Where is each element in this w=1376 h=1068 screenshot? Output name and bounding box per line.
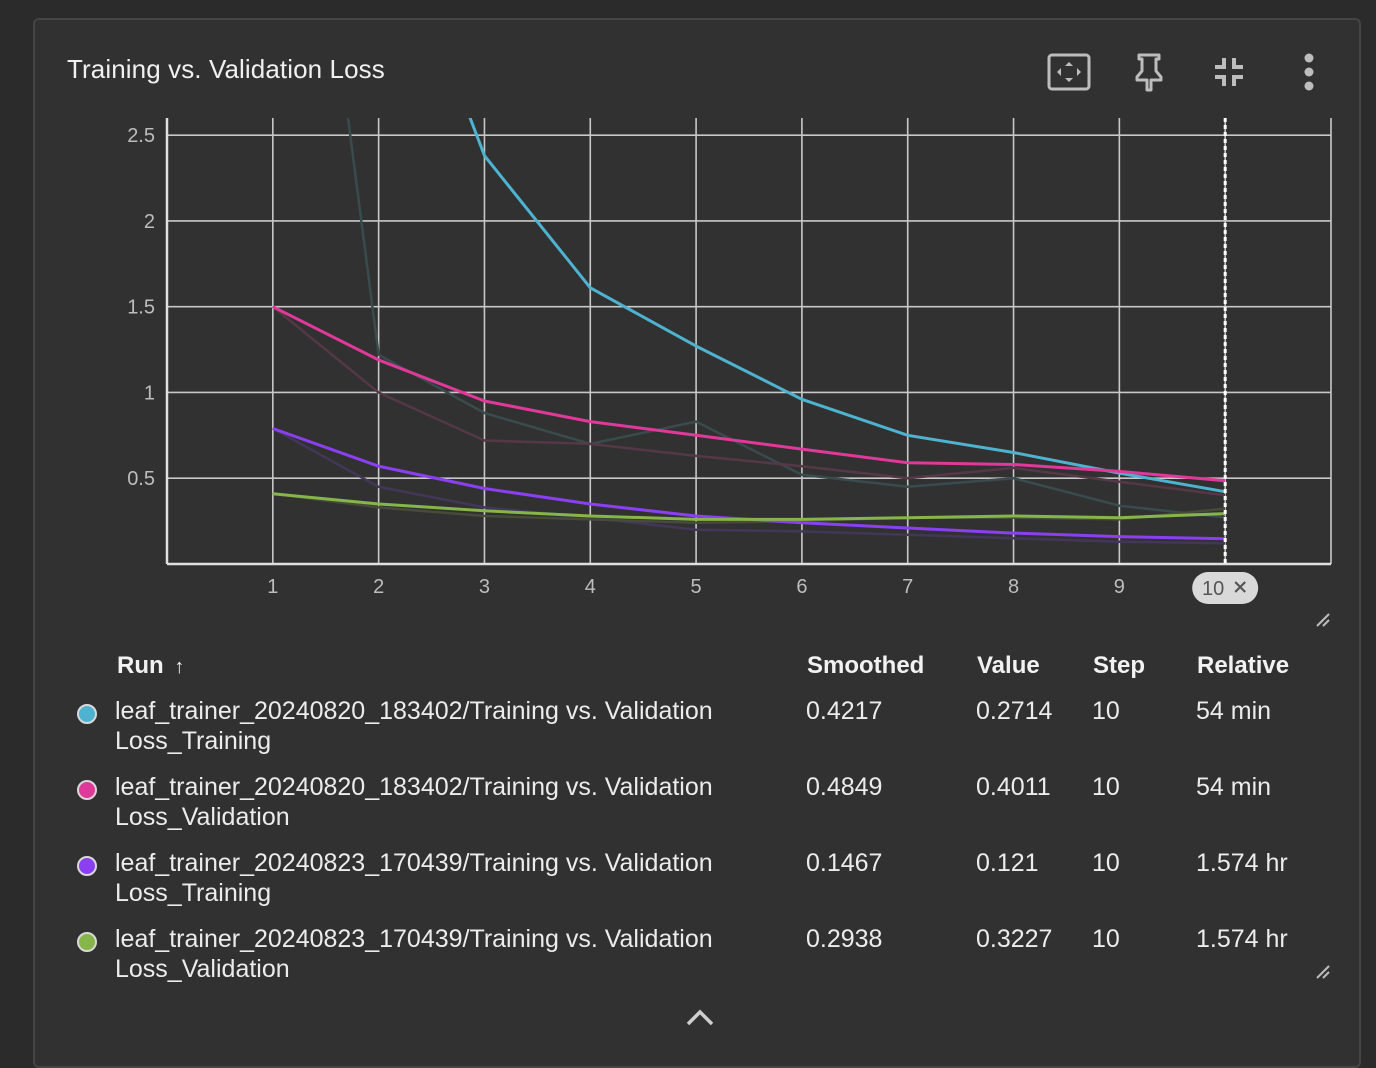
run-name-line: Loss_Validation [115,803,290,831]
y-tick-label: 1.5 [127,297,155,319]
step-value: 10 [1092,849,1120,877]
relative-time: 54 min [1196,697,1272,725]
relative-column-header[interactable]: Relative [1197,652,1290,679]
step-cursor-badge[interactable]: 10 [1192,572,1259,604]
run-name-line: Loss_Training [115,727,272,755]
close-icon[interactable] [1234,581,1246,593]
legend-row[interactable]: leaf_trainer_20240820_183402/Training vs… [35,772,1363,848]
series-color-dot [77,932,97,952]
relative-time: 1.574 hr [1196,849,1288,877]
smoothed-value: 0.4217 [806,697,883,725]
step-value: 10 [1092,773,1120,801]
legend-row[interactable]: leaf_trainer_20240823_170439/Training vs… [35,924,1363,1000]
x-tick-label: 5 [691,576,702,598]
smoothed-column-header[interactable]: Smoothed [807,652,925,679]
x-tick-label: 4 [585,576,596,598]
smoothed-value: 0.4849 [806,773,883,801]
series-raw-line [346,118,1226,519]
series-color-dot [77,856,97,876]
smoothed-value: 0.1467 [806,849,883,877]
run-name-line: leaf_trainer_20240823_170439/Training vs… [115,925,713,953]
series-raw-line [272,492,1226,525]
run-name: leaf_trainer_20240823_170439/Training vs… [115,848,765,908]
run-name-line: leaf_trainer_20240823_170439/Training vs… [115,849,713,877]
y-tick-label: 2 [144,211,155,233]
resize-chart-icon[interactable] [1315,612,1331,628]
y-tick-label: 2.5 [127,125,155,147]
step-badge-bg [1192,572,1259,604]
legend-row[interactable]: leaf_trainer_20240820_183402/Training vs… [35,696,1363,772]
line-chart[interactable]: 1 2 3 4 5 6 7 8 9 0.5 1 1.5 2 2.5 10 [35,20,1363,630]
more-menu-button[interactable] [1287,50,1331,94]
x-tick-label: 9 [1114,576,1125,598]
fit-domain-button[interactable] [1047,50,1091,94]
series-smoothed-line [272,305,1226,483]
resize-legend-icon[interactable] [1315,964,1331,980]
smoothed-value: 0.2938 [806,925,883,953]
collapse-card-icon [1215,58,1243,86]
scalar-card: Training vs. Validation Loss [33,18,1361,1068]
pin-icon [1135,53,1163,92]
card-toolbar [1047,50,1331,94]
fit-domain-icon [1047,53,1091,91]
series-color-dot [77,780,97,800]
run-header-label: Run [117,652,164,679]
step-column-header[interactable]: Step [1093,652,1146,679]
series-raw-line [272,427,1226,545]
card-title: Training vs. Validation Loss [67,54,385,84]
x-tick-label: 8 [1008,576,1019,598]
step-value: 10 [1092,697,1120,725]
series-smoothed-line [468,118,1226,494]
raw-value: 0.3227 [976,925,1053,953]
run-name-line: Loss_Training [115,879,272,907]
collapse-card-button[interactable] [1207,50,1251,94]
chevron-up-icon[interactable] [683,1006,717,1030]
step-badge-label: 10 [1202,578,1224,600]
value-column-header[interactable]: Value [977,652,1040,679]
run-name: leaf_trainer_20240823_170439/Training vs… [115,924,765,984]
run-name-line: leaf_trainer_20240820_183402/Training vs… [115,773,713,801]
run-name: leaf_trainer_20240820_183402/Training vs… [115,696,765,756]
x-tick-label: 6 [796,576,807,598]
series-color-dot [77,704,97,724]
raw-value: 0.4011 [976,773,1051,801]
run-name-line: leaf_trainer_20240820_183402/Training vs… [115,697,713,725]
pin-button[interactable] [1127,50,1171,94]
relative-time: 54 min [1196,773,1272,801]
x-tick-label: 3 [479,576,490,598]
y-tick-label: 1 [144,382,155,404]
legend-row[interactable]: leaf_trainer_20240823_170439/Training vs… [35,848,1363,924]
more-vert-icon [1304,53,1314,91]
run-name-line: Loss_Validation [115,955,290,983]
relative-time: 1.574 hr [1196,925,1288,953]
series-group [272,118,1226,545]
sort-ascending-icon: ↑ [174,656,185,678]
run-column-header[interactable]: Run ↑ [117,652,184,680]
axes: 1 2 3 4 5 6 7 8 9 0.5 1 1.5 2 2.5 10 [127,118,1331,604]
run-name: leaf_trainer_20240820_183402/Training vs… [115,772,765,832]
x-tick-label: 2 [373,576,384,598]
raw-value: 0.121 [976,849,1039,877]
step-value: 10 [1092,925,1120,953]
series-raw-line [272,305,1226,497]
raw-value: 0.2714 [976,697,1053,725]
x-tick-label: 7 [902,576,913,598]
series-smoothed-line [272,492,1226,521]
x-tick-label: 1 [267,576,278,598]
y-tick-label: 0.5 [127,468,155,490]
